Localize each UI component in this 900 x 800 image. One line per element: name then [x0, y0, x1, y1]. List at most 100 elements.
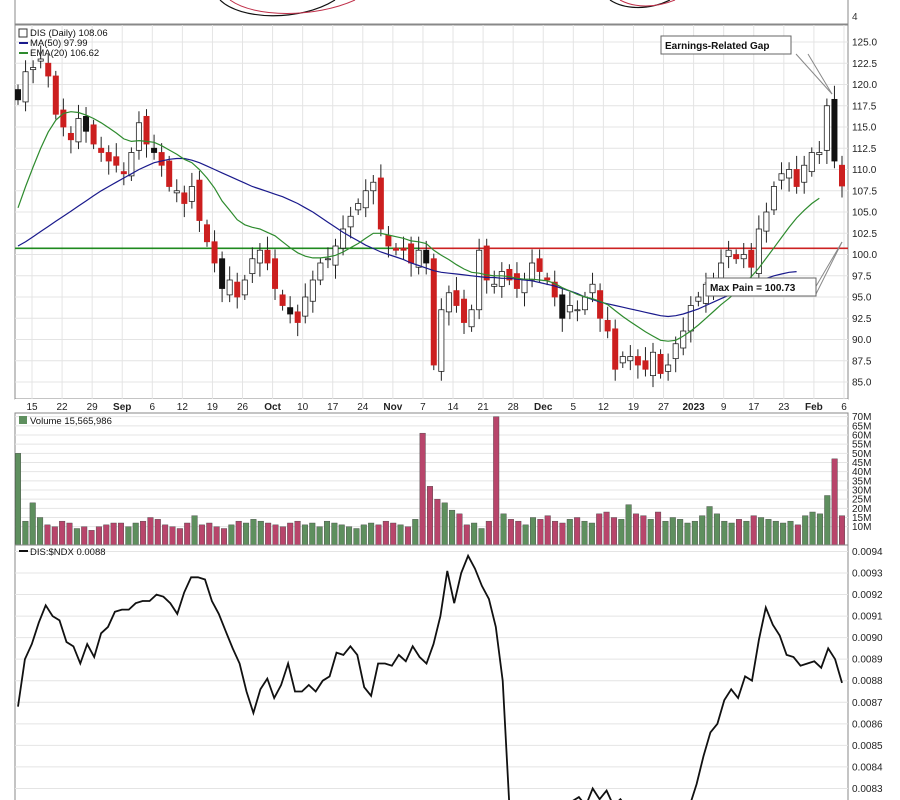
candle-body [453, 290, 460, 306]
price-tick-label: 97.5 [852, 271, 872, 282]
volume-bar [449, 509, 456, 546]
candle-body [324, 258, 331, 261]
candle-body [203, 224, 210, 243]
candle-body [763, 211, 770, 232]
candle-body [634, 356, 641, 366]
candle-body [45, 62, 52, 77]
candle-body [143, 115, 150, 145]
volume-bar [294, 520, 301, 546]
ratio-tick-label: 0.0087 [852, 698, 883, 709]
candle-body [400, 247, 407, 251]
candle-body [67, 132, 74, 141]
candle-body [362, 190, 369, 209]
volume-bar [603, 511, 610, 546]
candle-body [113, 156, 120, 166]
candle-body [377, 177, 384, 230]
volume-bar [162, 524, 169, 546]
candle-body [695, 296, 702, 302]
volume-bar [816, 513, 823, 546]
candle-body [566, 305, 573, 313]
price-tick-label: 117.5 [852, 101, 877, 112]
candle-body [506, 268, 513, 281]
date-axis: 15 22 29 Sep 6 12 19 26 Oct 10 17 24 Nov 7 14 21 28 Dec 5 1… [15, 399, 848, 413]
volume-bar [772, 520, 779, 546]
volume-bar [44, 524, 51, 546]
candle-body [581, 296, 588, 311]
candle-body [264, 249, 271, 264]
top-stub-curve-left-red [229, 0, 356, 14]
candle-body [687, 305, 694, 332]
date-tick-label: 2023 [682, 402, 705, 413]
candle-body [30, 67, 37, 71]
date-tick-label: 10 [297, 402, 309, 413]
volume-bar [839, 515, 846, 546]
volume-tick-label: 25M [852, 495, 871, 506]
date-tick-label: 12 [598, 402, 610, 413]
volume-bar [331, 522, 338, 546]
candle-body [105, 152, 112, 162]
price-tick-label: 122.5 [852, 59, 877, 70]
candle-body [778, 173, 785, 181]
candle-body [725, 249, 732, 258]
candle-body [612, 328, 619, 370]
candle-body [83, 115, 90, 132]
candle-body [196, 179, 203, 221]
date-tick-label: 19 [207, 402, 219, 413]
volume-bar [66, 522, 73, 546]
volume-bar [140, 520, 147, 546]
volume-bar [132, 522, 139, 546]
candle-body [392, 247, 399, 251]
price-panel: 85.0 87.5 90.0 92.5 95.0 97.5 100.0 102.5 105.0 1… [14, 24, 877, 400]
volume-bar [265, 522, 272, 546]
top-stub-label: 4 [852, 12, 858, 23]
volume-bar [758, 517, 765, 546]
top-stub-frame [14, 0, 849, 25]
legend-swatch-price [18, 28, 28, 38]
date-tick-label: 17 [748, 402, 760, 413]
candle-body [483, 245, 490, 281]
volume-bar [316, 526, 323, 546]
ratio-y-axis: 0.0083 0.0084 0.0085 0.0086 0.0087 0.0088 0.00… [852, 547, 883, 795]
volume-bar [110, 522, 117, 546]
date-tick-label: 27 [658, 402, 670, 413]
candle-body [37, 58, 44, 62]
volume-bar [51, 526, 58, 546]
volume-bar [596, 513, 603, 546]
candle-body [801, 164, 808, 183]
candle-body [151, 147, 158, 153]
volume-bar [530, 517, 537, 546]
volume-bar [206, 522, 213, 546]
volume-bar [154, 519, 161, 546]
candle-body [657, 353, 664, 374]
gap-annotation: Earnings-Related Gap [660, 35, 833, 95]
candle-body [733, 254, 740, 260]
ratio-tick-label: 0.0092 [852, 590, 883, 601]
date-tick-label: Dec [534, 402, 553, 413]
volume-bar [544, 515, 551, 546]
volume-bar [353, 528, 360, 546]
volume-bar [228, 524, 235, 546]
volume-tick-label: 60M [852, 431, 871, 442]
candle-body [347, 215, 354, 228]
top-indicator-stub: 4 [14, 0, 858, 25]
date-tick-label: 12 [177, 402, 189, 413]
volume-bar [588, 522, 595, 546]
volume-bar [88, 530, 95, 546]
candle-body [317, 262, 324, 281]
candle-body [219, 258, 226, 289]
moving-averages [17, 111, 820, 342]
volume-bar [287, 522, 294, 546]
ratio-series-line [17, 553, 843, 800]
price-tick-label: 112.5 [852, 144, 877, 155]
candle-body [256, 249, 263, 264]
volume-bar [574, 517, 581, 546]
volume-bar [471, 522, 478, 546]
gap-label: Earnings-Related Gap [665, 41, 769, 52]
candle-body [521, 279, 528, 294]
candle-body [808, 152, 815, 173]
ratio-panel: 0.0083 0.0084 0.0085 0.0086 0.0087 0.0088 0.00… [14, 544, 883, 800]
ratio-tick-label: 0.0094 [852, 547, 883, 558]
candle-body [823, 105, 830, 151]
candle-body [135, 122, 142, 151]
